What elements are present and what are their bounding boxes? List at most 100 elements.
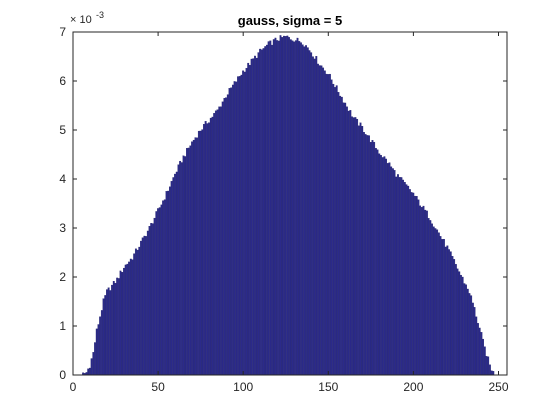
- histogram-bar: [250, 58, 253, 376]
- histogram-bar: [169, 186, 171, 376]
- histogram-bar: [131, 259, 134, 376]
- histogram-bar: [117, 278, 120, 376]
- x-tick-label: 200: [403, 380, 423, 394]
- histogram-bar: [368, 135, 370, 376]
- histogram-bar: [160, 204, 163, 376]
- histogram-bar: [402, 179, 405, 376]
- histogram-bar: [129, 258, 132, 376]
- histogram-bar: [281, 37, 284, 376]
- histogram-bar: [373, 141, 376, 376]
- histogram-bar: [465, 284, 467, 376]
- histogram-bar: [463, 283, 466, 376]
- histogram-bar: [325, 73, 328, 376]
- histogram-bar: [376, 149, 379, 376]
- histogram-bar: [453, 259, 456, 376]
- histogram-bar: [403, 182, 406, 376]
- histogram-bar: [417, 199, 420, 376]
- chart-title: gauss, sigma = 5: [238, 13, 342, 28]
- histogram-bar: [426, 210, 428, 376]
- y-tick-label: 6: [59, 74, 66, 88]
- histogram-bar: [313, 58, 316, 376]
- histogram-bar: [439, 236, 442, 376]
- histogram-bar: [95, 328, 98, 376]
- histogram-bar: [301, 44, 304, 376]
- histogram-bar: [109, 290, 112, 376]
- histogram-bar: [220, 106, 222, 376]
- y-tick-label: 3: [59, 221, 66, 235]
- histogram-bar: [174, 173, 176, 376]
- histogram-bar: [291, 40, 294, 376]
- histogram-bar: [315, 56, 318, 376]
- histogram-bar: [429, 220, 432, 376]
- histogram-bar: [175, 171, 178, 376]
- histogram-bar: [415, 196, 418, 376]
- histogram-bar: [123, 267, 125, 376]
- histogram-bar: [260, 49, 263, 376]
- histogram-bar: [104, 295, 107, 376]
- histogram-bar: [470, 295, 473, 376]
- histogram-bar: [141, 237, 144, 376]
- histogram-bar: [242, 70, 245, 376]
- histogram-bar: [351, 116, 353, 376]
- histogram-bar: [395, 176, 398, 376]
- histogram-bar: [424, 209, 427, 376]
- histogram-bar: [274, 37, 277, 376]
- histogram-bar: [356, 118, 359, 376]
- histogram-bar: [492, 371, 495, 376]
- histogram-bar: [398, 177, 401, 376]
- histogram-bar: [436, 229, 439, 376]
- histogram-bar: [296, 37, 299, 376]
- histogram-bar: [252, 58, 255, 376]
- histogram-bar: [87, 368, 90, 376]
- histogram-bar: [264, 46, 267, 376]
- histogram-bar: [480, 332, 483, 376]
- histogram-bar: [461, 276, 464, 376]
- histogram-bar: [119, 270, 122, 376]
- histogram-bar: [487, 356, 490, 376]
- histogram-bar: [277, 40, 280, 376]
- histogram-bar: [483, 346, 486, 376]
- histogram-bar: [214, 110, 217, 376]
- histogram-bar: [322, 67, 325, 376]
- histogram-bar: [466, 288, 469, 376]
- histogram-bar: [180, 162, 183, 376]
- histogram-bar: [303, 46, 306, 376]
- histogram-bar: [184, 156, 187, 376]
- histogram-bar: [201, 129, 204, 376]
- histogram-bar: [458, 271, 461, 376]
- histogram-bar: [262, 48, 265, 376]
- histogram-bar: [431, 223, 433, 376]
- histogram-bar: [371, 140, 374, 376]
- histogram-bar: [410, 192, 413, 376]
- y-exponent-label: × 10 -3: [70, 10, 104, 26]
- histogram-bar: [209, 117, 212, 376]
- histogram-bar: [192, 139, 195, 376]
- histogram-bar: [422, 205, 425, 376]
- x-axis: 0 50 100 150 200 250: [70, 32, 509, 394]
- histogram-bar: [288, 37, 290, 376]
- histogram-bar: [138, 246, 141, 376]
- histogram-bar: [165, 191, 168, 376]
- histogram-bar: [420, 207, 423, 376]
- y-tick-label: 2: [59, 270, 66, 284]
- y-tick-label: 7: [59, 25, 66, 39]
- histogram-bar: [397, 174, 399, 376]
- y-tick-label: 5: [59, 123, 66, 137]
- histogram-bar: [271, 44, 273, 376]
- y-exponent-power: -3: [96, 10, 104, 20]
- histogram-bar: [298, 41, 301, 376]
- histogram-bar: [140, 240, 142, 376]
- histogram-bar: [340, 96, 343, 376]
- x-tick-label: 50: [151, 380, 165, 394]
- histogram-bar: [293, 41, 296, 376]
- histogram-bar: [167, 190, 170, 376]
- histogram-bar: [284, 36, 287, 376]
- y-exponent-base: × 10: [70, 14, 92, 26]
- histogram-bar: [308, 50, 311, 376]
- histogram-bar: [339, 95, 342, 376]
- histogram-bar: [100, 310, 103, 376]
- histogram-bar: [211, 116, 214, 376]
- histogram-bar: [347, 110, 350, 376]
- histogram-bar: [427, 218, 430, 376]
